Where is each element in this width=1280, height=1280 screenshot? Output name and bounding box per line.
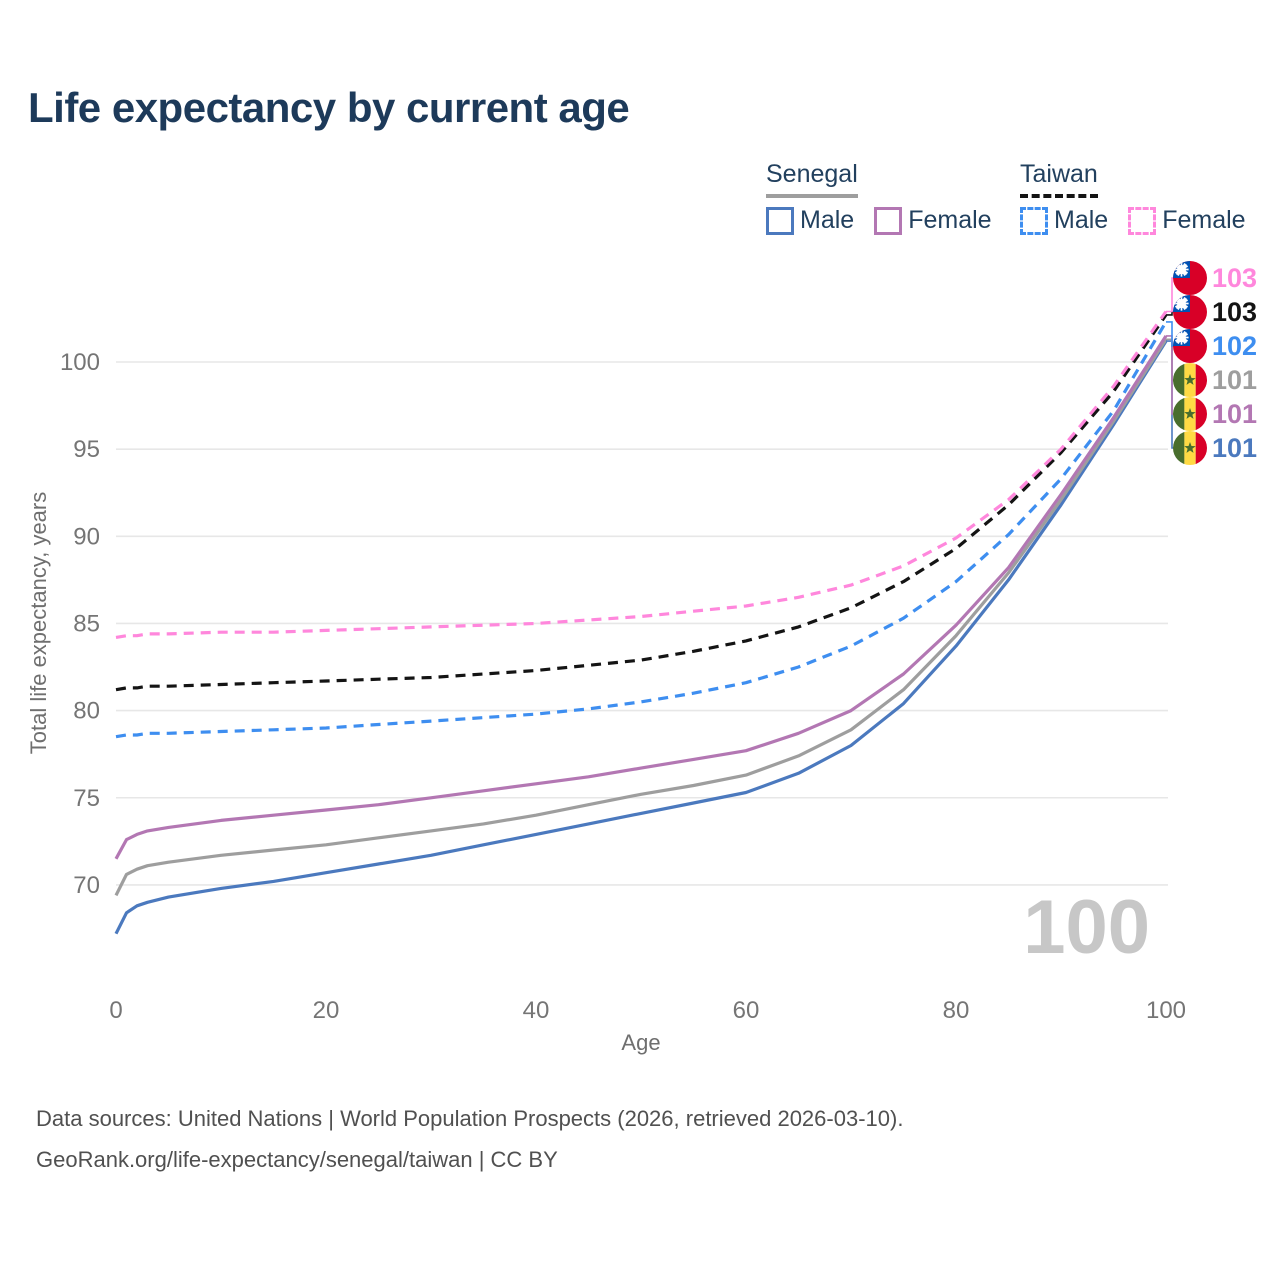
senegal-flag-icon (1173, 431, 1207, 465)
series-line-taiwan-female[interactable] (115, 310, 1168, 639)
end-value-label-senegal-female: 101 (1212, 399, 1257, 429)
series-line-senegal-both-sexes[interactable] (114, 338, 1168, 897)
y-axis-tick-labels: 70 75 80 85 90 95 100 (60, 349, 100, 899)
legend-item-senegal-female[interactable]: Female (874, 206, 992, 235)
taiwan-male-line-swatch-icon (1020, 206, 1048, 235)
taiwan-flag-icon (1173, 295, 1207, 329)
y-tick-label: 100 (60, 349, 100, 376)
footer: Data sources: United Nations | World Pop… (36, 1106, 903, 1188)
series-line-taiwan-male[interactable] (115, 321, 1168, 739)
end-value-label-taiwan-both-sexes: 103 (1212, 297, 1257, 327)
series-line-taiwan-both-sexes[interactable] (115, 313, 1168, 692)
y-tick-label: 95 (73, 436, 100, 463)
legend-label: Female (1162, 206, 1246, 234)
gridlines (116, 361, 1168, 886)
senegal-female-line-swatch-icon (874, 206, 903, 235)
x-axis-tick-labels: 0 20 40 60 80 100 (109, 997, 1186, 1024)
end-value-label-taiwan-male: 102 (1212, 331, 1257, 361)
y-tick-label: 75 (73, 785, 100, 812)
y-tick-label: 85 (73, 610, 100, 637)
y-tick-label: 90 (73, 523, 100, 550)
legend-group-senegal: Senegal Male Female (766, 160, 992, 235)
y-axis-title: Total life expectancy, years (26, 492, 51, 755)
attribution-line[interactable]: GeoRank.org/life-expectancy/senegal/taiw… (36, 1147, 558, 1172)
y-tick-label: 80 (73, 698, 100, 725)
end-value-label-taiwan-female: 103 (1212, 263, 1257, 293)
x-tick-label: 100 (1146, 997, 1186, 1024)
end-value-callouts: 101 101 101 102 103 103 (1166, 261, 1257, 465)
taiwan-female-line-swatch-icon (1128, 206, 1157, 235)
legend-country-senegal[interactable]: Senegal (766, 160, 858, 198)
x-tick-label: 40 (523, 997, 550, 1024)
x-tick-label: 0 (109, 997, 122, 1024)
taiwan-flag-icon (1173, 329, 1207, 363)
legend-country-taiwan[interactable]: Taiwan (1020, 160, 1098, 198)
y-tick-label: 70 (73, 872, 100, 899)
series-line-senegal-female[interactable] (114, 335, 1168, 860)
age-counter-watermark: 100 (1023, 885, 1150, 970)
legend-group-taiwan: Taiwan Male Female (1020, 160, 1246, 235)
data-sources-line: Data sources: United Nations | World Pop… (36, 1106, 904, 1131)
x-tick-label: 80 (943, 997, 970, 1024)
senegal-male-line-swatch-icon (766, 206, 794, 235)
x-tick-label: 20 (313, 997, 340, 1024)
legend-label: Male (800, 206, 855, 234)
legend-item-taiwan-male[interactable]: Male (1020, 206, 1108, 235)
senegal-flag-icon (1173, 397, 1207, 431)
x-tick-label: 60 (733, 997, 760, 1024)
legend-item-senegal-male[interactable]: Male (766, 206, 854, 235)
taiwan-flag-icon (1173, 261, 1207, 295)
series-line-senegal-male[interactable] (114, 340, 1168, 935)
end-value-label-senegal-male: 101 (1212, 433, 1257, 463)
legend-item-taiwan-female[interactable]: Female (1128, 206, 1246, 235)
x-axis-title: Age (621, 1030, 660, 1055)
end-value-label-senegal-both-sexes: 101 (1212, 365, 1257, 395)
series-lines (114, 310, 1168, 935)
legend-label: Male (1054, 206, 1109, 234)
senegal-flag-icon (1173, 363, 1207, 397)
page-title: Life expectancy by current age (28, 84, 630, 131)
legend-label: Female (908, 206, 992, 234)
